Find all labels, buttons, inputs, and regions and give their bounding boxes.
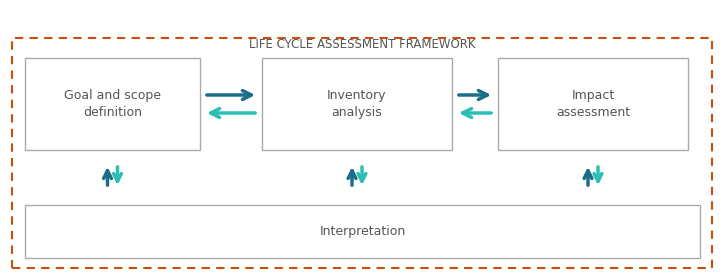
Text: Interpretation: Interpretation: [319, 225, 405, 238]
Bar: [25, 205, 700, 258]
Text: Inventory
analysis: Inventory analysis: [327, 89, 387, 119]
Text: LIFE CYCLE ASSESSMENT FRAMEWORK: LIFE CYCLE ASSESSMENT FRAMEWORK: [249, 38, 475, 51]
Text: Goal and scope
definition: Goal and scope definition: [64, 89, 161, 119]
Bar: [498, 58, 688, 150]
Bar: [262, 58, 452, 150]
Text: Impact
assessment: Impact assessment: [556, 89, 630, 119]
Bar: [25, 58, 200, 150]
Bar: [12, 38, 712, 268]
